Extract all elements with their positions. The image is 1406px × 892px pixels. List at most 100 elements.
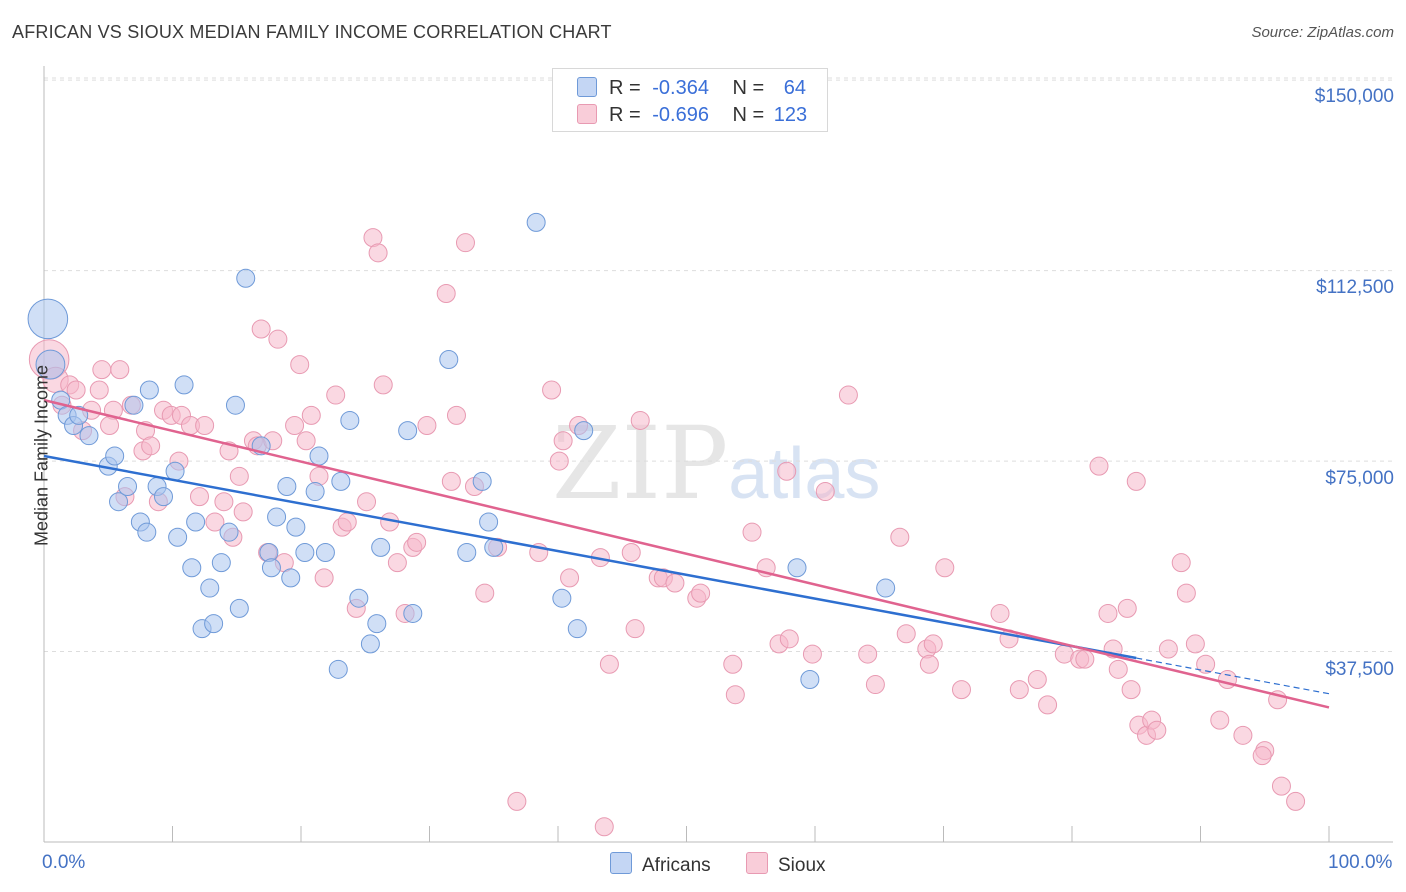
african-point xyxy=(277,476,297,496)
sioux-point xyxy=(951,680,971,700)
african-point xyxy=(331,471,351,491)
african-point xyxy=(295,543,315,562)
african-point xyxy=(139,380,159,400)
african-point xyxy=(340,410,360,430)
african-point xyxy=(219,522,239,542)
african-point xyxy=(349,588,369,608)
sioux-point xyxy=(1089,456,1109,476)
sioux-point xyxy=(268,329,288,349)
y-tick-label: $112,500 xyxy=(1316,277,1394,298)
sioux-point xyxy=(387,553,407,573)
african-point xyxy=(360,634,380,654)
sioux-point xyxy=(1126,471,1146,491)
sioux-point xyxy=(1009,680,1029,700)
source-label: Source: ZipAtlas.com xyxy=(1251,24,1394,41)
sioux-point xyxy=(290,355,310,375)
sioux-point xyxy=(417,416,437,436)
african-point xyxy=(174,375,194,395)
sioux-point xyxy=(296,431,316,451)
sioux-point xyxy=(630,410,650,430)
sioux-point xyxy=(1117,598,1137,618)
african-point xyxy=(479,512,499,532)
sioux-point xyxy=(1196,654,1216,674)
y-axis-title: Median Family Income xyxy=(31,364,52,547)
african-point xyxy=(286,517,306,537)
sioux-point xyxy=(1185,634,1205,654)
bottom-legend-label: Sioux xyxy=(778,855,826,876)
sioux-point xyxy=(594,817,614,837)
sioux-point xyxy=(441,471,461,491)
sioux-point xyxy=(229,466,249,486)
african-point xyxy=(261,558,281,578)
african-point xyxy=(439,350,459,369)
y-tick-label: $75,000 xyxy=(1325,468,1394,489)
sioux-point xyxy=(314,568,334,588)
sioux-point xyxy=(507,791,527,811)
african-point xyxy=(236,268,256,288)
x-tick-label-min: 0.0% xyxy=(42,852,86,873)
african-point xyxy=(472,471,492,491)
sioux-point xyxy=(436,283,456,303)
sioux-point xyxy=(89,380,109,400)
trend-line-extension-africans xyxy=(1136,657,1330,695)
african-point xyxy=(787,558,807,578)
sioux-point xyxy=(838,385,858,405)
legend-n-value: 64 xyxy=(783,77,807,99)
x-tick-label-max: 100.0% xyxy=(1328,852,1393,873)
bottom-legend-sioux[interactable]: Sioux xyxy=(746,852,826,877)
sioux-point xyxy=(935,558,955,578)
sioux-point xyxy=(1271,776,1291,796)
sioux-point xyxy=(301,405,321,425)
sioux-point xyxy=(923,634,943,654)
sioux-point xyxy=(691,583,711,603)
legend-r-label: R = xyxy=(609,104,641,126)
legend-n-value: 123 xyxy=(773,104,808,126)
african-point xyxy=(371,537,391,557)
african-point xyxy=(168,527,188,547)
sioux-point xyxy=(621,543,641,562)
sioux-point xyxy=(285,416,305,436)
sioux-point xyxy=(214,492,234,512)
sioux-point xyxy=(100,416,120,436)
sioux-point xyxy=(599,654,619,674)
african-point xyxy=(526,212,546,232)
sioux-point xyxy=(777,461,797,481)
sioux-point xyxy=(802,644,822,664)
african-point xyxy=(35,349,66,380)
legend-row-africans: R = -0.364 N = 64 xyxy=(577,77,806,100)
y-tick-label: $150,000 xyxy=(1314,86,1394,107)
african-point xyxy=(124,395,144,415)
sioux-point xyxy=(553,431,573,451)
sioux-point xyxy=(110,360,130,380)
african-point xyxy=(69,405,89,425)
african-point xyxy=(267,507,287,527)
sioux-point xyxy=(549,451,569,471)
legend-swatch-sioux xyxy=(577,104,597,124)
african-point xyxy=(309,446,329,466)
sioux-point xyxy=(1147,720,1167,740)
sioux-point xyxy=(858,644,878,664)
correlation-legend: R = -0.364 N = 64 R = -0.696 N = 123 xyxy=(552,68,828,132)
sioux-point xyxy=(1176,583,1196,603)
sioux-point xyxy=(1121,680,1141,700)
african-point xyxy=(105,446,125,466)
african-point xyxy=(225,395,245,415)
african-point xyxy=(328,659,348,679)
sioux-point xyxy=(195,416,215,436)
legend-n-label: N = xyxy=(732,77,765,99)
bottom-legend-africans[interactable]: Africans xyxy=(610,852,711,877)
african-point xyxy=(79,426,99,446)
african-point xyxy=(200,578,220,598)
sioux-point xyxy=(1027,669,1047,689)
african-point xyxy=(165,461,185,481)
african-point xyxy=(403,603,423,623)
sioux-point xyxy=(896,624,916,644)
african-point xyxy=(27,298,69,340)
sioux-point xyxy=(1108,659,1128,679)
sioux-point xyxy=(1158,639,1178,659)
trend-line-sioux xyxy=(43,398,1330,709)
sioux-point xyxy=(890,527,910,547)
chart-title: AFRICAN VS SIOUX MEDIAN FAMILY INCOME CO… xyxy=(12,22,612,42)
african-point xyxy=(154,487,174,507)
